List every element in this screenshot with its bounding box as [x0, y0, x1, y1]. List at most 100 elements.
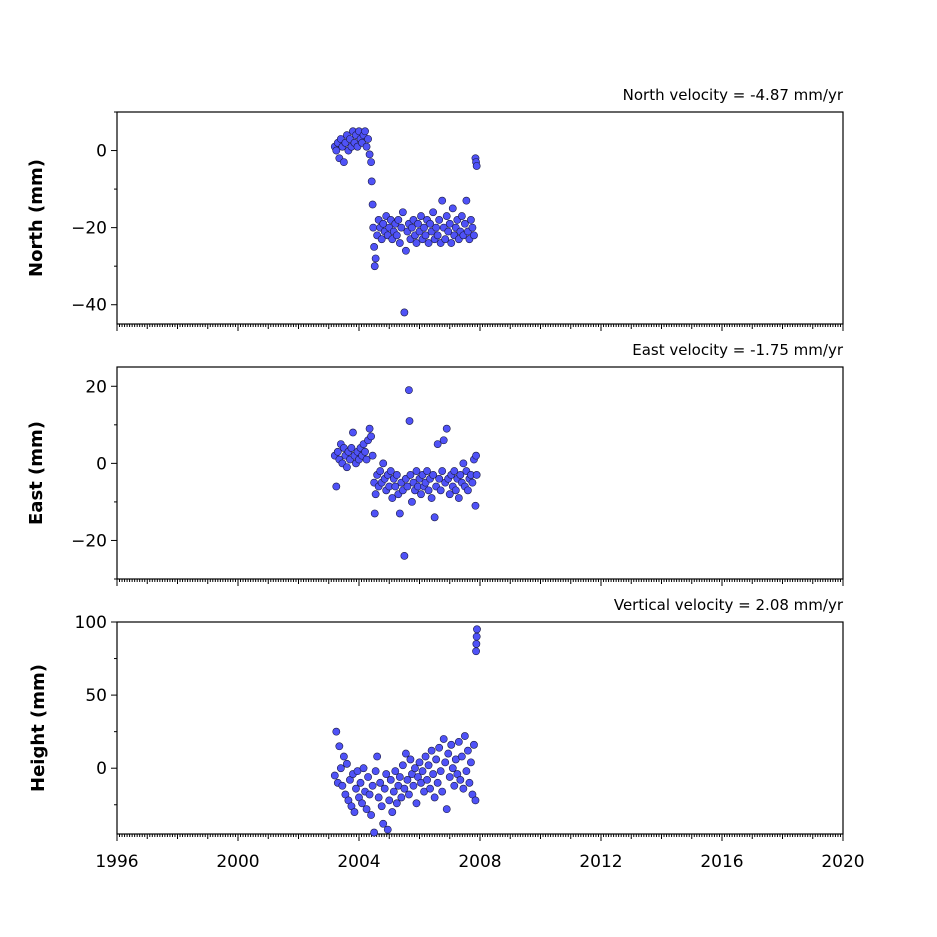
height-data-point [472, 632, 481, 641]
north-data-point [408, 223, 416, 232]
east-data-point [379, 459, 388, 468]
east-data-point [412, 467, 421, 475]
east-data-point [459, 459, 468, 468]
height-data-point [454, 737, 463, 746]
east-data-point [349, 428, 357, 437]
height-data-point [438, 787, 447, 796]
north-data-point [370, 243, 379, 251]
north-data-point [442, 212, 451, 220]
height-data-point [445, 773, 454, 781]
east-y-axis-label: East (mm) [26, 421, 47, 525]
height-data-point [388, 808, 397, 816]
north-data-point [457, 212, 466, 220]
height-data-point [338, 781, 347, 790]
height-data-point [374, 793, 383, 802]
north-data-point [435, 216, 444, 224]
height-data-point [435, 743, 444, 752]
east-data-point [368, 451, 377, 460]
height-data-point [389, 787, 398, 796]
height-data-point [406, 755, 415, 764]
height-data-point [471, 796, 480, 805]
north-panel: North velocity = -4.87 mm/yr North (mm) … [26, 86, 844, 331]
north-data-point [444, 227, 453, 236]
height-y-tick-label: 50 [85, 686, 107, 706]
north-data-point [379, 219, 388, 228]
height-data-point [339, 752, 348, 761]
height-data-point [364, 773, 372, 781]
height-data-point [395, 773, 404, 781]
height-data-point [460, 732, 469, 740]
east-y-tick-label: 20 [85, 377, 107, 397]
north-data-point [438, 196, 447, 205]
height-data-point [462, 767, 471, 776]
height-data-point [459, 784, 468, 793]
height-data-point [371, 767, 380, 776]
height-data-point [457, 752, 466, 761]
x-tick-label: 2004 [337, 852, 380, 872]
north-ticks: 0 −20 −40 [71, 111, 844, 331]
east-data-point [427, 494, 436, 502]
north-y-axis-label: North (mm) [26, 159, 47, 277]
north-data-point [400, 308, 409, 317]
height-data-point [463, 746, 472, 755]
height-data-point [380, 784, 389, 793]
height-data-point [456, 776, 465, 784]
height-data-point [411, 764, 419, 773]
east-data-point [362, 455, 371, 464]
north-data-point [401, 246, 410, 255]
height-data-point [473, 625, 481, 634]
height-data-point [424, 761, 433, 770]
height-data-point [472, 640, 481, 648]
east-data-point [472, 451, 480, 460]
height-panel: Vertical velocity = 2.08 mm/yr Height (m… [28, 596, 865, 872]
east-data-point [392, 471, 401, 479]
x-tick-label: 2012 [579, 852, 622, 872]
x-tick-label: 1996 [95, 852, 138, 872]
north-data-point [395, 239, 404, 247]
height-data-point [383, 825, 392, 834]
east-data-point [371, 490, 380, 499]
east-data-point [442, 424, 451, 433]
height-data-point [358, 799, 366, 808]
north-data-point [361, 127, 369, 136]
height-data-point [442, 805, 451, 814]
north-data-point [468, 223, 477, 232]
height-data-point [405, 790, 413, 799]
height-data-point [472, 647, 480, 656]
east-data-point [436, 486, 445, 495]
east-data-point [463, 486, 472, 495]
north-data-point [424, 239, 433, 247]
north-data-point [377, 235, 386, 244]
north-data-point [371, 254, 380, 263]
height-data-point [439, 735, 448, 743]
north-data-point [367, 177, 376, 186]
height-data-point [332, 727, 341, 736]
height-data-point [382, 770, 391, 778]
height-data-point [447, 740, 456, 749]
east-data-point [450, 467, 459, 475]
height-data-point [365, 790, 374, 799]
east-points [330, 386, 481, 560]
north-data-point [432, 223, 441, 232]
east-data-point [391, 482, 400, 491]
height-data-point [386, 776, 395, 784]
north-data-point [397, 223, 406, 232]
x-tick-labels: 1996 2000 2004 2008 2012 2016 2020 [95, 852, 864, 872]
north-y-tick-label: −40 [71, 296, 107, 316]
north-data-point [339, 158, 348, 167]
east-data-point [370, 509, 379, 518]
east-data-point [472, 471, 481, 479]
east-data-point [454, 494, 463, 502]
height-data-point [373, 752, 382, 761]
north-data-point [448, 204, 457, 213]
north-plot-frame [116, 111, 844, 325]
north-data-point [332, 146, 341, 155]
east-data-point [367, 432, 375, 441]
east-data-point [471, 501, 480, 510]
height-data-point [379, 819, 388, 828]
height-data-point [335, 742, 344, 751]
east-data-point [332, 482, 341, 491]
north-data-point [394, 216, 403, 224]
east-y-tick-label: 0 [96, 454, 107, 474]
